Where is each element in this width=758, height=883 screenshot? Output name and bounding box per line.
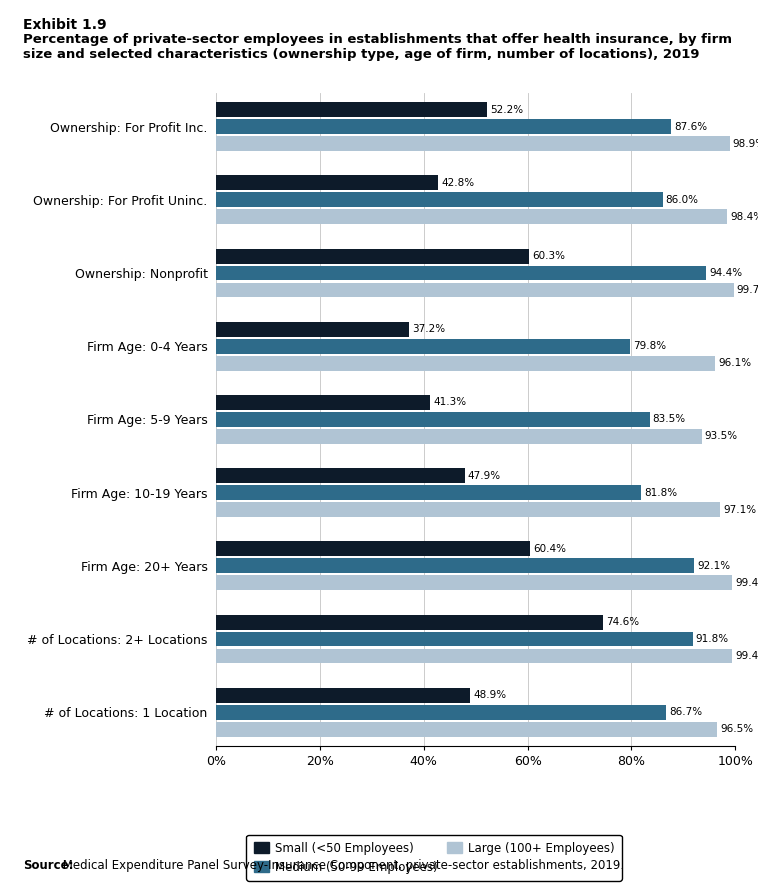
Text: 94.4%: 94.4% [709, 268, 742, 278]
Text: 99.7%: 99.7% [737, 285, 758, 295]
Text: Percentage of private-sector employees in establishments that offer health insur: Percentage of private-sector employees i… [23, 33, 731, 61]
Text: 96.1%: 96.1% [718, 358, 751, 368]
Bar [216, 209, 727, 224]
Bar [216, 412, 650, 426]
Text: 41.3%: 41.3% [434, 397, 467, 407]
Bar [216, 356, 715, 371]
Bar [216, 102, 487, 117]
Text: 60.4%: 60.4% [533, 544, 565, 554]
Bar [216, 721, 717, 736]
Bar [216, 339, 631, 354]
Bar [216, 119, 671, 134]
Text: 42.8%: 42.8% [441, 177, 475, 188]
Text: 91.8%: 91.8% [696, 634, 729, 644]
Text: 60.3%: 60.3% [532, 251, 565, 261]
Text: 99.4%: 99.4% [735, 651, 758, 661]
Text: 47.9%: 47.9% [468, 471, 501, 480]
Text: 74.6%: 74.6% [606, 617, 640, 627]
Bar [216, 485, 641, 500]
Text: Medical Expenditure Panel Survey-Insurance Component, private-sector establishme: Medical Expenditure Panel Survey-Insuran… [59, 859, 625, 872]
Text: 52.2%: 52.2% [490, 105, 523, 115]
Text: 97.1%: 97.1% [723, 504, 756, 515]
Bar [216, 395, 431, 410]
Bar [216, 631, 693, 646]
Text: Source:: Source: [23, 859, 74, 872]
Bar [216, 192, 662, 208]
Text: 48.9%: 48.9% [473, 691, 506, 700]
Text: 37.2%: 37.2% [412, 324, 446, 335]
Bar [216, 176, 438, 191]
Bar [216, 615, 603, 630]
Bar [216, 688, 470, 703]
Bar [216, 502, 720, 517]
Text: Exhibit 1.9: Exhibit 1.9 [23, 18, 106, 32]
Bar [216, 558, 694, 573]
Text: 79.8%: 79.8% [634, 341, 666, 351]
Text: 98.4%: 98.4% [730, 212, 758, 222]
Bar [216, 576, 732, 590]
Text: 83.5%: 83.5% [653, 414, 686, 425]
Text: 99.4%: 99.4% [735, 577, 758, 588]
Bar [216, 321, 409, 336]
Bar [216, 468, 465, 483]
Bar [216, 705, 666, 720]
Bar [216, 648, 732, 663]
Bar [216, 541, 530, 556]
Bar [216, 283, 734, 298]
Bar [216, 136, 729, 151]
Legend: Small (<50 Employees), Medium (50-99 Employees), Large (100+ Employees): Small (<50 Employees), Medium (50-99 Emp… [246, 834, 622, 880]
Bar [216, 429, 701, 444]
Text: 86.7%: 86.7% [669, 707, 703, 717]
Text: 81.8%: 81.8% [644, 487, 677, 498]
Text: 92.1%: 92.1% [697, 561, 731, 570]
Text: 98.9%: 98.9% [733, 139, 758, 148]
Text: 87.6%: 87.6% [674, 122, 707, 132]
Text: 86.0%: 86.0% [666, 195, 699, 205]
Bar [216, 266, 706, 281]
Text: 96.5%: 96.5% [720, 724, 753, 734]
Text: 93.5%: 93.5% [705, 432, 738, 442]
Bar [216, 249, 529, 263]
